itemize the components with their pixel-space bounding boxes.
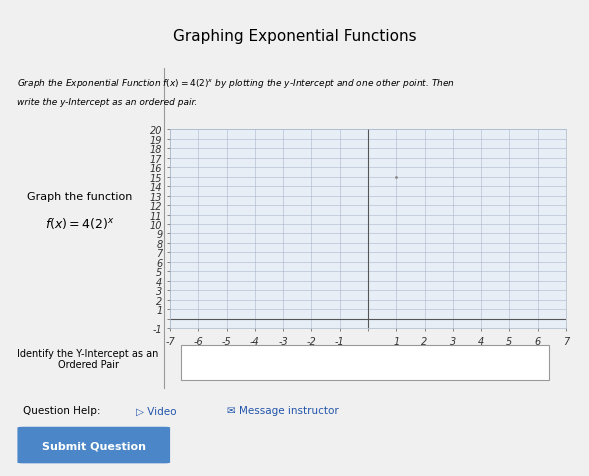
Text: write the y-Intercept as an ordered pair.: write the y-Intercept as an ordered pair… [18, 98, 198, 107]
Text: ✉ Message instructor: ✉ Message instructor [227, 406, 339, 416]
FancyBboxPatch shape [18, 427, 170, 463]
Text: ▷ Video: ▷ Video [136, 406, 177, 416]
FancyBboxPatch shape [181, 345, 549, 381]
Text: $f(x) = 4(2)^x$: $f(x) = 4(2)^x$ [45, 215, 115, 230]
Text: Question Help:: Question Help: [23, 406, 101, 416]
Text: Graphing Exponential Functions: Graphing Exponential Functions [173, 29, 416, 44]
Text: Identify the Y-Intercept as an
Ordered Pair: Identify the Y-Intercept as an Ordered P… [18, 348, 159, 369]
Text: Graph the Exponential Function $f(x) = 4(2)^x$ by plotting the y-Intercept and o: Graph the Exponential Function $f(x) = 4… [18, 77, 455, 90]
Text: Submit Question: Submit Question [42, 440, 145, 450]
Text: Graph the function: Graph the function [27, 191, 133, 201]
